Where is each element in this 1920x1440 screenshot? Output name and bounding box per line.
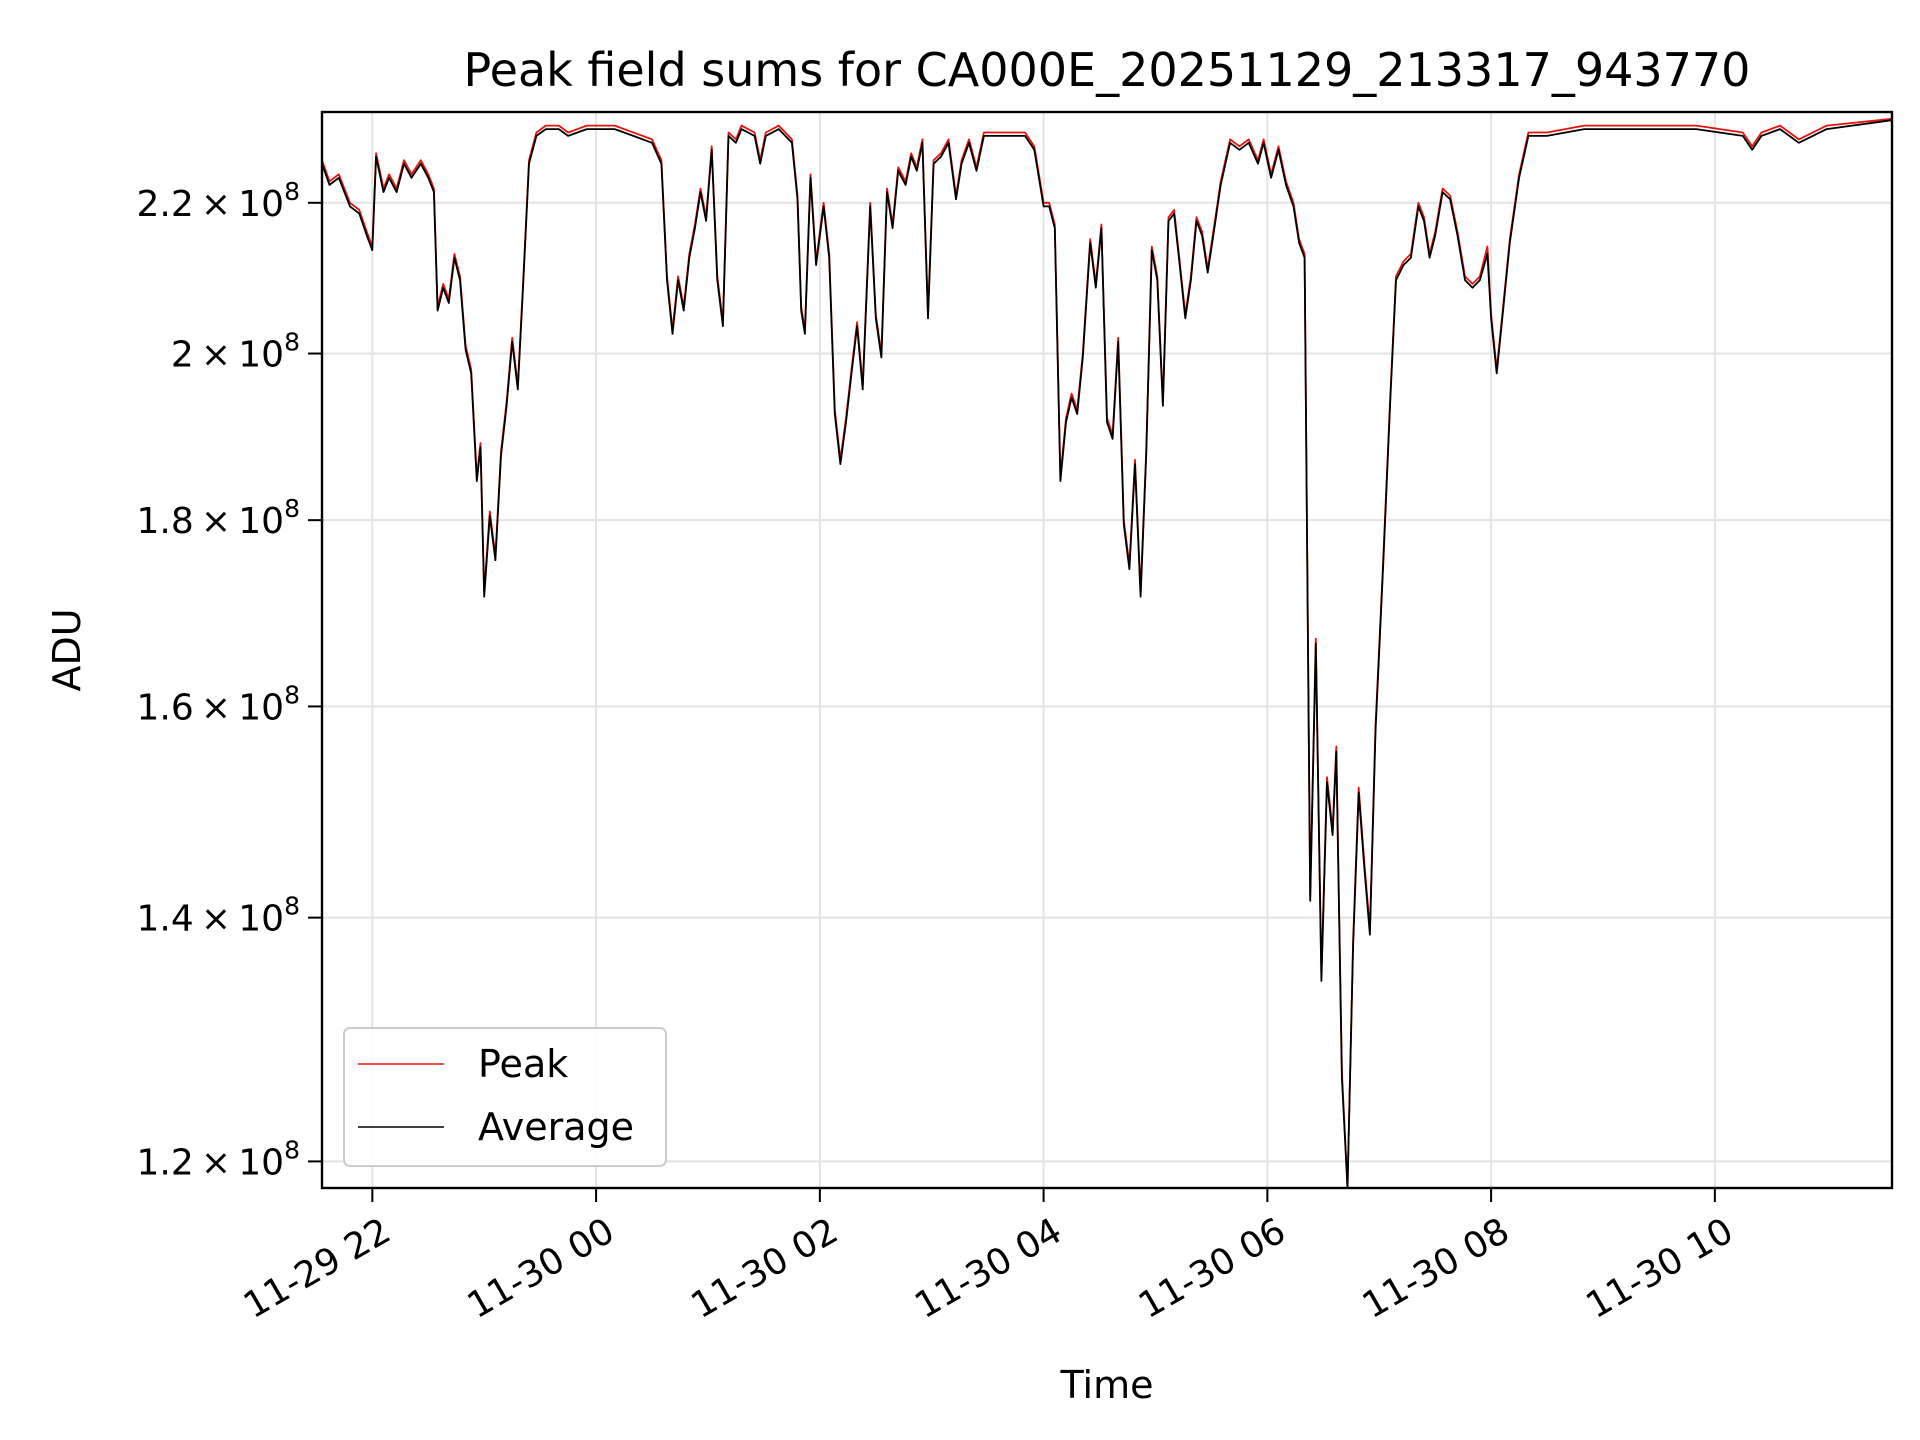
plot-frame — [320, 110, 1894, 1190]
y-tick-label: 1.4 × 108 — [136, 892, 300, 940]
legend-box — [343, 1027, 667, 1167]
legend: Peak Average — [343, 1027, 667, 1167]
x-axis-label: Time — [1060, 1363, 1154, 1407]
y-axis-label: ADU — [45, 608, 89, 691]
chart-title: Peak field sums for CA000E_20251129_2133… — [464, 43, 1751, 97]
y-tick-label: 1.6 × 108 — [136, 680, 300, 728]
y-axis: 1.2 × 108 1.4 × 108 1.6 × 108 1.8 × 108 2 × … — [136, 177, 322, 1183]
y-tick-label: 2 × 108 — [171, 328, 300, 376]
legend-label-average: Average — [478, 1105, 634, 1149]
series-layer — [322, 117, 1892, 1188]
legend-label-peak: Peak — [478, 1042, 568, 1086]
y-tick-label: 2.2 × 108 — [136, 177, 300, 225]
y-tick-label: 1.8 × 108 — [136, 494, 300, 542]
grid — [322, 112, 1892, 1188]
y-tick-label: 1.2 × 108 — [136, 1135, 300, 1183]
series-line-average — [322, 119, 1892, 1188]
